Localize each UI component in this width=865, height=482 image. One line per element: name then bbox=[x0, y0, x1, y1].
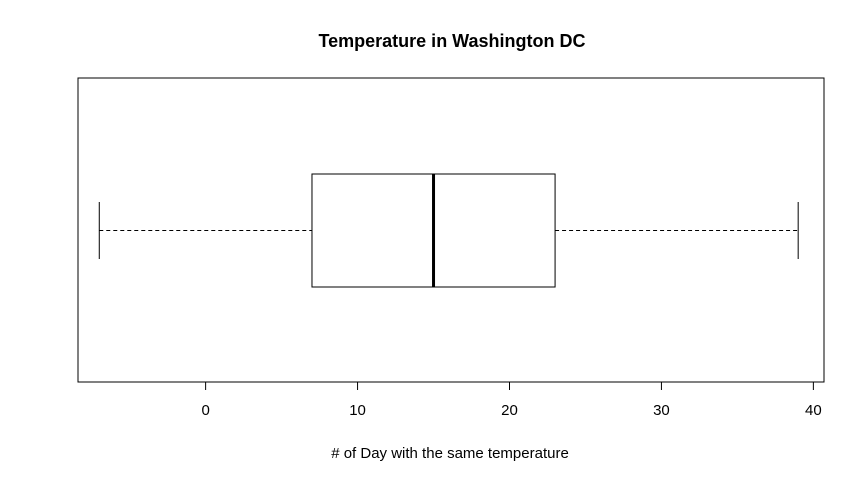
x-tick-label: 10 bbox=[349, 402, 366, 419]
x-axis: 0 10 20 30 40 bbox=[201, 381, 822, 419]
boxplot bbox=[98, 173, 799, 288]
x-tick-label: 20 bbox=[501, 402, 518, 419]
x-tick-label: 0 bbox=[201, 402, 209, 419]
x-tick-label: 30 bbox=[653, 402, 670, 419]
x-axis-label: # of Day with the same temperature bbox=[331, 445, 569, 462]
chart-title: Temperature in Washington DC bbox=[318, 31, 585, 51]
x-tick-label: 40 bbox=[805, 402, 822, 419]
